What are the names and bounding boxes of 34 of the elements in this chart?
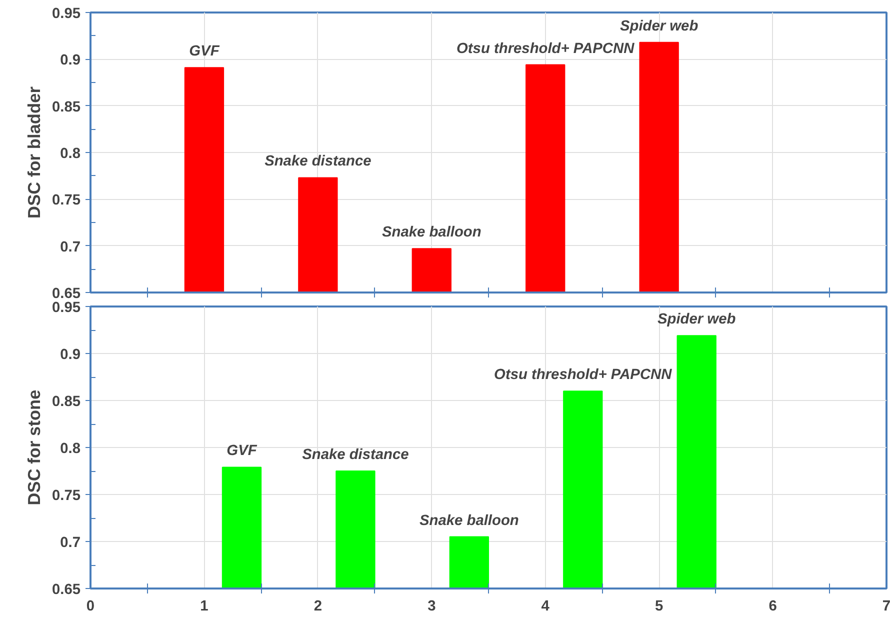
y-tick-label: 0.7 (60, 239, 80, 256)
annotation: Snake balloon (382, 224, 482, 241)
y-tick-label: 0.95 (52, 300, 81, 316)
x-tick-label: 2 (314, 598, 322, 614)
x-tick-label: 0 (86, 598, 95, 614)
annotation: Snake distance (302, 447, 409, 463)
y-tick-label: 0.75 (52, 488, 81, 504)
y-tick-label: 0.9 (60, 52, 80, 69)
annotation: Spider web (658, 312, 736, 328)
x-tick-label: 3 (428, 598, 436, 614)
y-tick-label: 0.85 (52, 394, 81, 410)
y-tick-label: 0.8 (60, 146, 80, 162)
y-tick-label: 0.8 (60, 441, 80, 457)
x-tick-label: 5 (654, 598, 664, 614)
annotation: Snake balloon (419, 512, 519, 529)
annotation: GVF (226, 443, 258, 460)
annotation: Otsu threshold+ PAPCNN (494, 367, 672, 384)
y-tick-label: 0.65 (52, 286, 81, 302)
x-tick-label: 6 (768, 598, 777, 614)
x-tick-label: 7 (882, 598, 890, 614)
y-tick-label: 0.7 (60, 535, 80, 551)
x-tick-label: 1 (200, 598, 208, 614)
y-axis-title: DSC for bladder (24, 86, 44, 218)
annotation: Snake distance (264, 154, 372, 170)
annotation: Otsu threshold+ PAPCNN (456, 40, 635, 57)
annotation: Spider web (620, 18, 698, 34)
annotation: GVF (189, 44, 220, 60)
y-axis-title: DSC for stone (24, 389, 44, 506)
y-tick-label: 0.95 (52, 6, 81, 22)
y-tick-label: 0.85 (52, 99, 81, 116)
y-tick-label: 0.75 (52, 192, 81, 209)
y-tick-label: 0.65 (52, 582, 81, 598)
x-tick-label: 4 (541, 598, 550, 614)
y-tick-label: 0.9 (60, 347, 80, 363)
